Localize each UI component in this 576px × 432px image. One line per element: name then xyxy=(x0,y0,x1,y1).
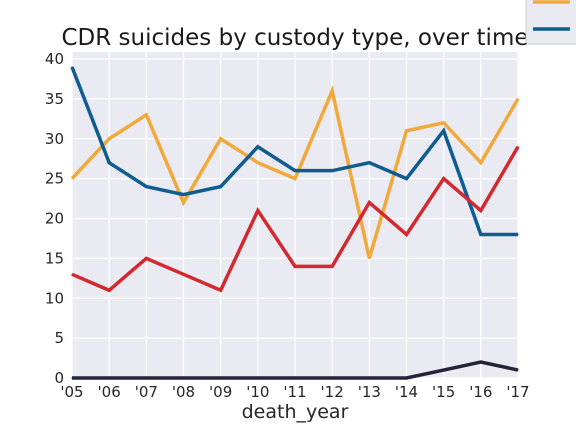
data-point xyxy=(294,377,296,379)
x-tick-labels: '05 '06 '07 '08 '09 '10 '11 '12 '13 '14 '15 '16 '17 xyxy=(60,383,529,401)
x-tick-label: '16 xyxy=(469,383,492,401)
x-tick-label: '15 xyxy=(432,383,455,401)
x-tick-label: '10 xyxy=(246,383,269,401)
y-tick-label: 15 xyxy=(45,249,64,267)
series-lines xyxy=(70,66,520,380)
data-point xyxy=(443,130,445,132)
y-tick-label: 10 xyxy=(45,289,64,307)
data-point xyxy=(405,377,408,379)
data-point xyxy=(182,377,185,379)
data-point xyxy=(220,377,222,379)
data-point xyxy=(517,98,519,100)
data-point xyxy=(108,289,110,291)
data-point xyxy=(368,257,370,259)
data-point xyxy=(443,369,445,371)
data-point xyxy=(71,66,73,68)
data-point xyxy=(405,130,408,132)
data-point xyxy=(331,265,333,267)
legend-box xyxy=(525,0,576,45)
y-tick-label: 20 xyxy=(45,210,64,228)
data-point xyxy=(108,162,110,164)
y-tick-label: 25 xyxy=(45,170,64,188)
data-point xyxy=(182,201,185,204)
data-point xyxy=(443,122,445,124)
data-point xyxy=(257,162,259,164)
data-point xyxy=(182,273,185,275)
x-tick-label: '11 xyxy=(283,383,306,401)
x-tick-label: '12 xyxy=(321,383,344,401)
data-point xyxy=(145,186,147,188)
x-tick-label: '07 xyxy=(135,383,158,401)
y-tick-label: 30 xyxy=(45,130,64,148)
x-tick-label: '14 xyxy=(395,383,418,401)
data-point xyxy=(145,257,147,259)
data-point xyxy=(480,209,482,212)
y-tick-label: 35 xyxy=(45,90,64,108)
data-point xyxy=(220,289,222,291)
data-point xyxy=(71,377,73,379)
data-point xyxy=(108,377,110,379)
grid xyxy=(71,52,519,379)
data-point xyxy=(331,170,333,172)
data-point xyxy=(182,193,185,196)
data-point xyxy=(405,178,408,180)
data-point xyxy=(368,201,370,204)
y-tick-labels: 0 5 10 15 20 25 30 35 40 xyxy=(45,50,64,387)
data-point xyxy=(480,233,482,236)
legend xyxy=(525,0,576,45)
data-point xyxy=(145,114,147,116)
data-point xyxy=(480,361,482,363)
data-point xyxy=(405,233,408,236)
data-point xyxy=(145,377,147,379)
x-tick-label: '17 xyxy=(506,383,529,401)
x-axis-label: death_year xyxy=(242,401,349,423)
data-point xyxy=(257,377,259,379)
data-point xyxy=(517,146,519,148)
data-point xyxy=(220,186,222,188)
data-point xyxy=(331,377,333,379)
data-point xyxy=(368,162,370,164)
y-tick-label: 40 xyxy=(45,50,64,68)
data-point xyxy=(257,209,259,212)
chart-title: CDR suicides by custody type, over time xyxy=(62,25,529,51)
data-point xyxy=(294,178,296,180)
data-point xyxy=(71,178,73,180)
data-point xyxy=(480,162,482,164)
data-point xyxy=(368,377,370,379)
data-point xyxy=(71,273,73,275)
data-point xyxy=(108,138,110,140)
data-point xyxy=(294,265,296,267)
data-point xyxy=(443,178,445,180)
data-point xyxy=(517,369,519,371)
x-tick-label: '08 xyxy=(172,383,195,401)
x-tick-label: '13 xyxy=(358,383,381,401)
y-tick-label: 5 xyxy=(54,329,64,347)
x-tick-label: '05 xyxy=(60,383,83,401)
y-tick-label: 0 xyxy=(54,369,64,387)
x-tick-label: '09 xyxy=(209,383,232,401)
data-point xyxy=(517,233,519,236)
data-point xyxy=(220,138,222,140)
data-point xyxy=(257,146,259,148)
x-tick-label: '06 xyxy=(98,383,121,401)
data-point xyxy=(331,90,333,92)
data-point xyxy=(294,170,296,172)
